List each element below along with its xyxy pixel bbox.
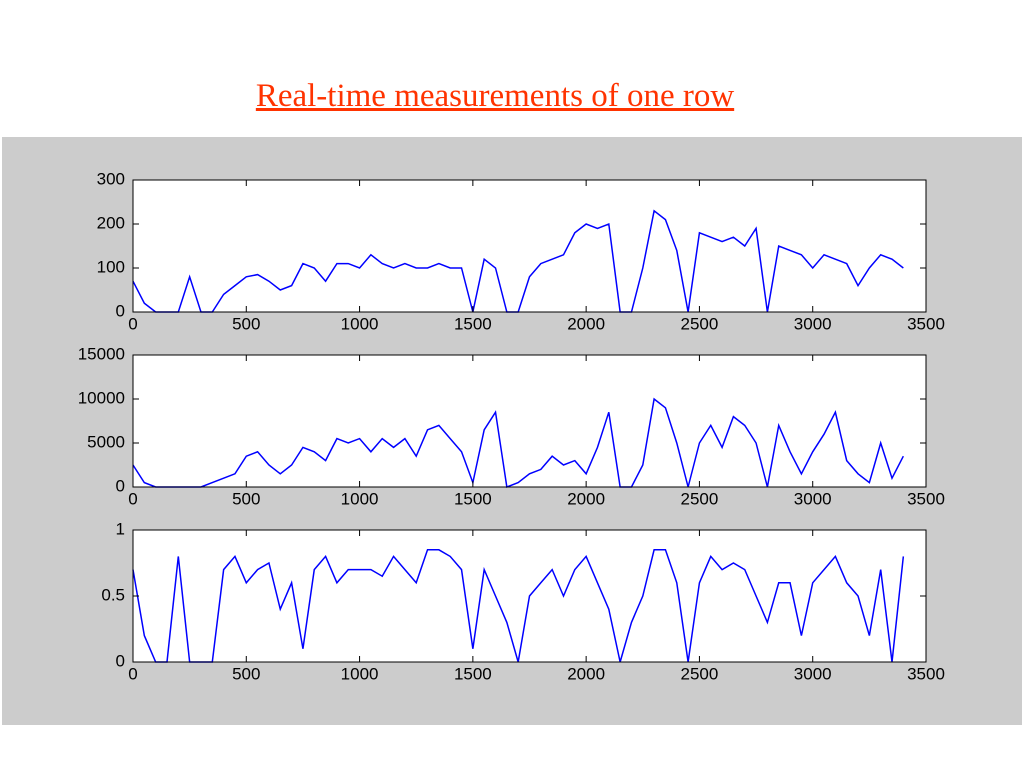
slide-title: Real-time measurements of one row — [255, 78, 735, 114]
x-tick-label: 3500 — [907, 489, 945, 508]
data-line — [132, 397, 905, 489]
x-tick-label: 0 — [128, 314, 137, 333]
x-tick-label: 3000 — [794, 664, 832, 683]
x-tick-label: 2500 — [681, 664, 719, 683]
y-tick-label: 200 — [97, 213, 125, 232]
x-tick-label: 1500 — [454, 489, 492, 508]
x-tick-label: 1000 — [341, 314, 379, 333]
y-tick-label: 100 — [97, 257, 125, 276]
x-tick-label: 500 — [232, 664, 260, 683]
x-tick-label: 3500 — [907, 314, 945, 333]
y-tick-label: 0 — [116, 476, 125, 495]
x-tick-label: 1000 — [341, 664, 379, 683]
y-tick-label: 10000 — [78, 388, 125, 407]
x-tick-label: 500 — [232, 314, 260, 333]
axes-box — [132, 354, 927, 488]
y-tick-label: 5000 — [87, 432, 125, 451]
x-tick-label: 1000 — [341, 489, 379, 508]
x-tick-label: 2000 — [567, 489, 605, 508]
x-tick-label: 500 — [232, 489, 260, 508]
y-tick-label: 15000 — [78, 344, 125, 363]
x-tick-label: 2000 — [567, 664, 605, 683]
y-tick-label: 0.5 — [101, 585, 125, 604]
x-tick-label: 3000 — [794, 489, 832, 508]
x-tick-label: 2500 — [681, 489, 719, 508]
x-tick-label: 2000 — [567, 314, 605, 333]
plot-area — [133, 355, 926, 487]
x-tick-label: 1500 — [454, 664, 492, 683]
x-tick-label: 0 — [128, 489, 137, 508]
y-tick-label: 0 — [116, 301, 125, 320]
plot-area — [133, 180, 926, 312]
x-tick-label: 3500 — [907, 664, 945, 683]
x-tick-label: 1500 — [454, 314, 492, 333]
y-tick-label: 0 — [116, 651, 125, 670]
axes-box — [132, 179, 927, 313]
x-tick-label: 0 — [128, 664, 137, 683]
y-tick-label: 1 — [116, 519, 125, 538]
x-tick-label: 3000 — [794, 314, 832, 333]
x-tick-label: 2500 — [681, 314, 719, 333]
y-tick-label: 300 — [97, 169, 125, 188]
